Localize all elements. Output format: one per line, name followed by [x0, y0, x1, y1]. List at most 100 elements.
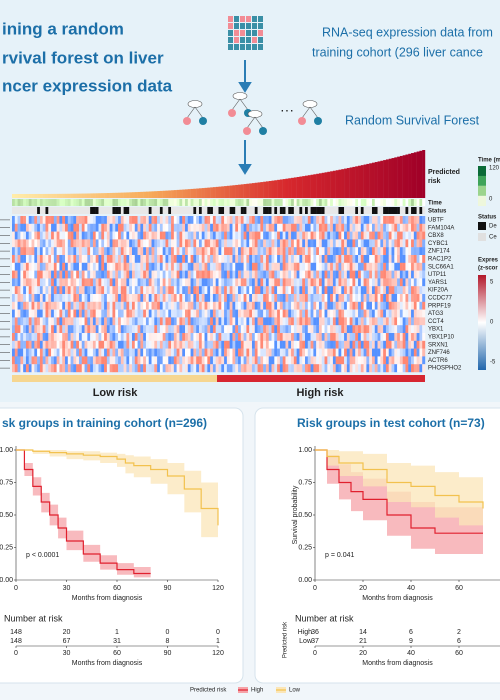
heat-cell — [73, 348, 77, 357]
heat-cell — [23, 216, 27, 224]
heat-cell — [98, 278, 102, 287]
heat-cell — [332, 216, 336, 224]
heat-cell — [394, 333, 398, 341]
heat-cell — [76, 309, 80, 318]
heat-cell — [106, 348, 110, 357]
status-cell — [408, 207, 412, 214]
heat-cell — [305, 278, 308, 287]
risk-bar — [31, 193, 35, 198]
heat-cell — [210, 278, 214, 287]
heat-cell — [171, 317, 175, 326]
heat-cell — [277, 356, 281, 365]
heat-cell — [201, 223, 205, 232]
heat-cell — [165, 333, 169, 341]
risk-bar — [51, 193, 55, 198]
risk-count: 21 — [359, 638, 367, 645]
heat-cell — [42, 356, 46, 365]
heat-cell — [207, 239, 211, 248]
heat-cell — [274, 255, 278, 263]
y-axis-label: Survival probability — [292, 485, 299, 544]
status-cell — [296, 207, 300, 214]
heat-cell — [402, 255, 406, 263]
heat-cell — [330, 223, 334, 232]
heat-cell — [321, 340, 325, 349]
heat-cell — [31, 270, 35, 279]
risk-bar — [399, 155, 403, 198]
heat-cell — [302, 262, 306, 271]
heat-cell — [413, 348, 417, 357]
heat-cell — [324, 255, 328, 263]
heat-cell — [422, 231, 426, 240]
heat-cell — [257, 364, 261, 373]
heat-cell — [293, 216, 297, 224]
heat-cell — [288, 356, 292, 365]
heat-cell — [307, 364, 311, 373]
heat-cell — [257, 340, 261, 349]
title-line: ncer expression data — [2, 76, 173, 95]
heat-cell — [341, 333, 345, 341]
heat-cell — [358, 231, 362, 240]
heat-cell — [411, 223, 415, 232]
heat-cell — [360, 255, 364, 263]
heat-cell — [279, 262, 283, 271]
heat-cell — [330, 325, 334, 334]
heat-cell — [104, 255, 108, 263]
heat-cell — [157, 216, 161, 224]
heat-cell — [115, 286, 119, 295]
heat-cell — [380, 255, 384, 263]
heat-cell — [226, 364, 230, 373]
heat-cell — [226, 317, 230, 326]
heat-cell — [207, 309, 211, 318]
heat-cell — [391, 239, 395, 248]
heat-cell — [344, 309, 348, 318]
heat-cell — [327, 317, 331, 326]
heat-cell — [171, 223, 175, 232]
risk-bar — [187, 189, 191, 198]
heat-cell — [48, 309, 52, 318]
heat-cell — [17, 309, 21, 318]
heat-cell — [299, 317, 303, 326]
heat-cell — [218, 255, 222, 263]
heat-cell — [198, 216, 202, 224]
heat-cell — [352, 286, 356, 295]
time-cell — [62, 199, 66, 206]
heat-cell — [243, 286, 247, 295]
heat-cell — [402, 364, 406, 373]
icon-cell — [240, 44, 245, 50]
status-cell — [42, 207, 46, 214]
heat-cell — [145, 231, 149, 240]
heat-cell — [397, 348, 401, 357]
heat-cell — [285, 348, 289, 357]
heat-cell — [371, 340, 375, 349]
heat-cell — [28, 333, 32, 341]
heat-cell — [394, 294, 398, 302]
heat-cell — [78, 317, 82, 326]
heat-cell — [285, 247, 289, 256]
heat-cell — [176, 356, 180, 365]
heat-cell — [307, 294, 311, 302]
time-cell — [154, 199, 158, 206]
heat-cell — [53, 286, 57, 295]
heat-cell — [70, 309, 74, 318]
heat-cell — [408, 255, 412, 263]
risk-bar — [257, 182, 261, 198]
heat-cell — [78, 270, 82, 279]
heat-cell — [254, 262, 258, 271]
heat-cell — [383, 301, 387, 310]
heat-cell — [185, 348, 189, 357]
risk-label: Predicted — [428, 169, 460, 176]
heat-cell — [101, 325, 105, 334]
heat-cell — [366, 262, 370, 271]
heat-cell — [254, 247, 258, 256]
heat-cell — [173, 216, 177, 224]
heat-cell — [115, 309, 119, 318]
heat-cell — [257, 309, 261, 318]
heat-cell — [226, 340, 230, 349]
tree-edge — [309, 106, 319, 119]
status-cell — [39, 207, 43, 214]
status-cell — [388, 207, 392, 214]
heat-cell — [377, 223, 381, 232]
time-cell — [81, 199, 85, 206]
heat-cell — [274, 364, 278, 373]
heat-cell — [405, 325, 409, 334]
